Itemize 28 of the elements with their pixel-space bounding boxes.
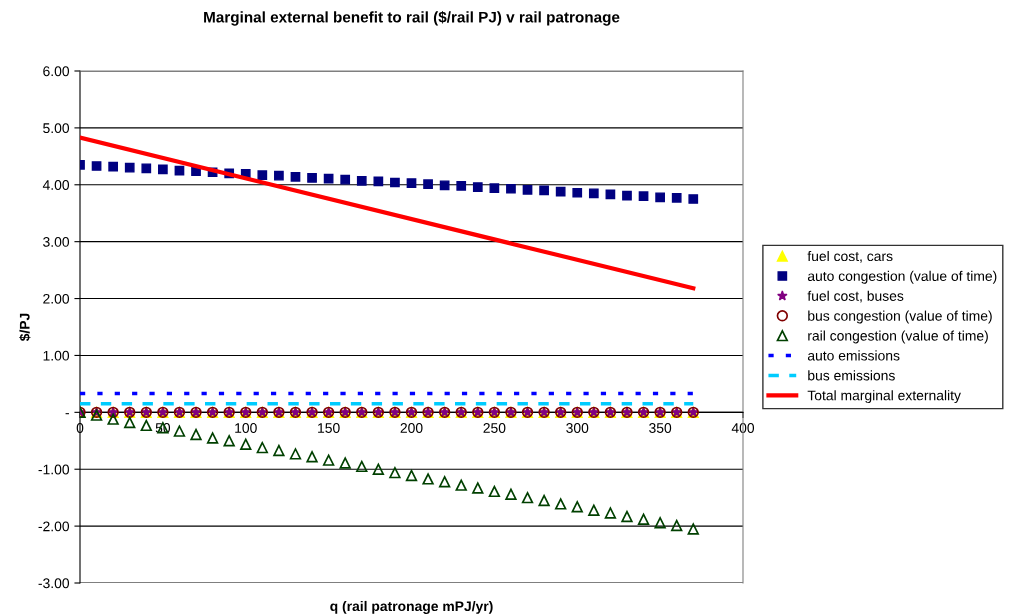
legend-label: fuel cost, cars [807, 250, 893, 263]
x-tick-label: 400 [731, 423, 755, 433]
y-tick-label: -2.00 [38, 521, 70, 532]
x-tick-label: 300 [566, 423, 589, 433]
legend-label: auto congestion (value of time) [807, 270, 997, 284]
y-axis-title: $/PJ [19, 313, 31, 342]
y-tick-label: 1.00 [43, 350, 70, 361]
chart-title: Marginal external benefit to rail ($/rail PJ) v rail patronage [204, 11, 620, 26]
y-tick-label: 4.00 [42, 180, 70, 190]
y-tick-label: -3.00 [38, 578, 70, 589]
y-tick-label: - [65, 413, 69, 415]
x-tick-label: 350 [649, 423, 672, 433]
legend-label: bus congestion (value of time) [808, 310, 992, 324]
y-tick-label: 6.00 [43, 66, 70, 77]
x-tick-label: 200 [400, 423, 423, 433]
legend-label: bus emissions [808, 370, 895, 381]
y-tick-label: 3.00 [43, 237, 70, 247]
legend-label: Total marginal externality [807, 390, 961, 404]
legend-label: rail congestion (value of time) [808, 330, 988, 344]
legend-label: auto emissions [807, 350, 900, 361]
x-tick-label: 100 [235, 423, 257, 433]
y-tick-label: -1.00 [38, 464, 70, 475]
x-tick-label: 250 [483, 423, 506, 433]
x-tick-label: 150 [318, 423, 340, 433]
y-tick-label: 2.00 [43, 293, 70, 304]
x-axis-title: q (rail patronage mPJ/yr) [330, 600, 493, 614]
y-tick-label: 5.00 [43, 123, 70, 134]
legend-label: fuel cost, buses [807, 290, 904, 303]
